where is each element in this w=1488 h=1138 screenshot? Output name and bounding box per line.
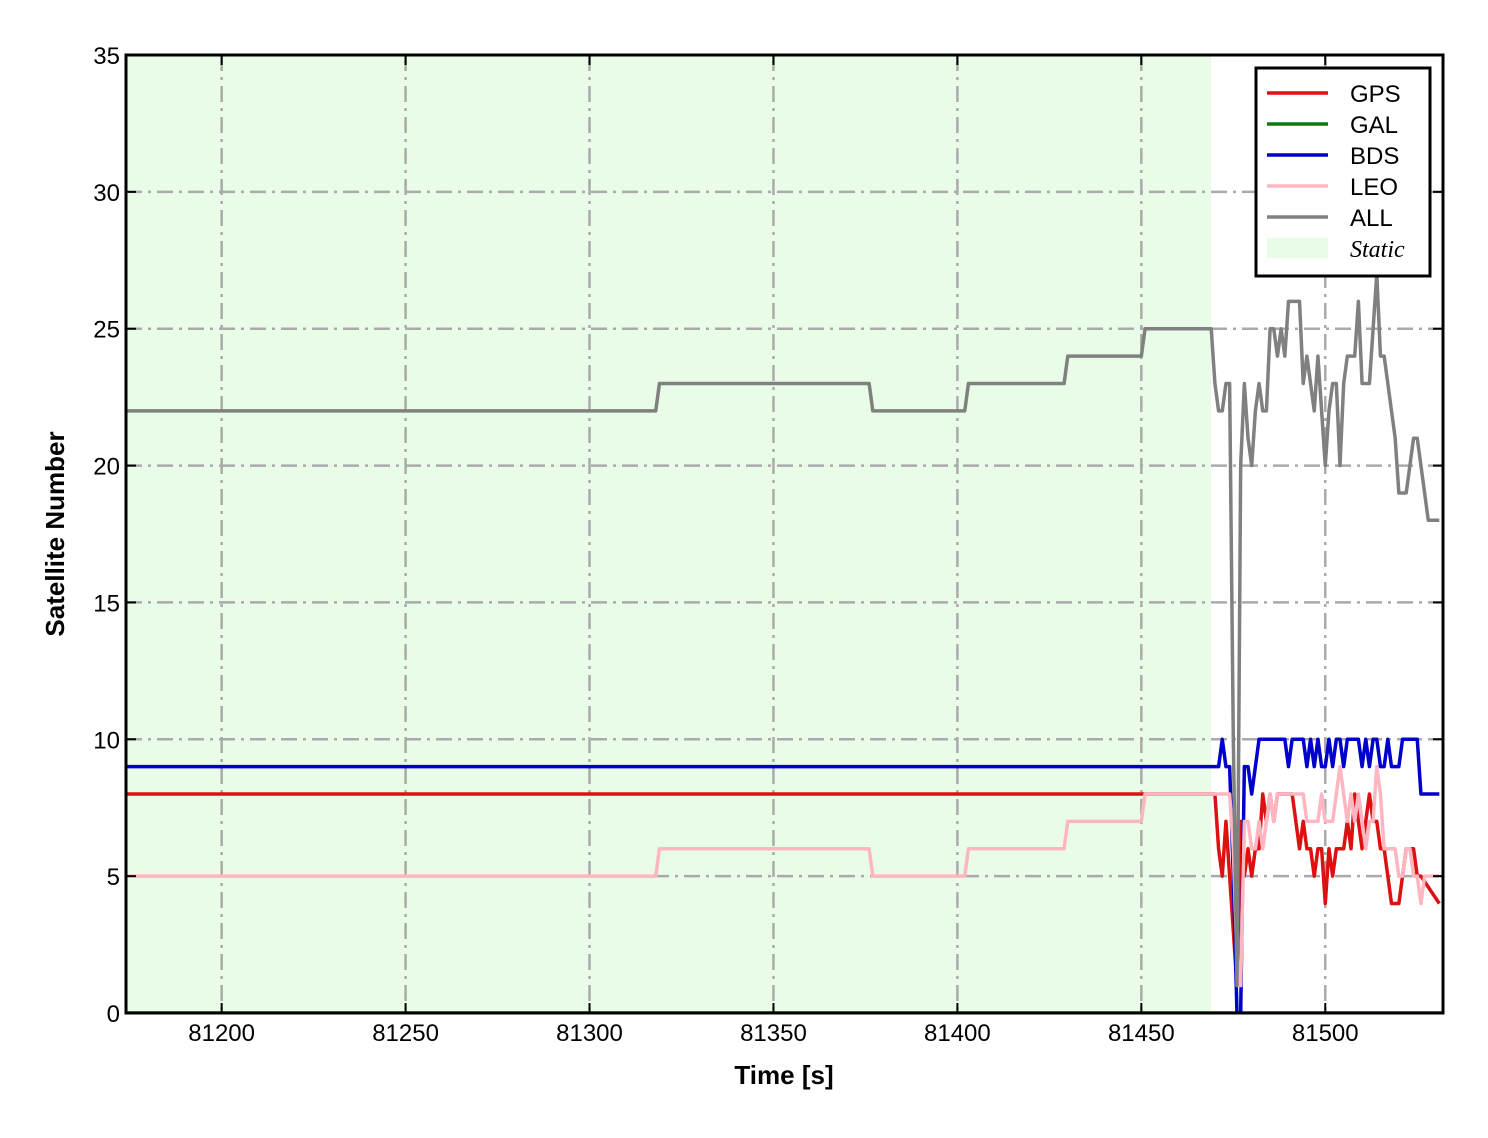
x-tick-label: 81200: [188, 1020, 255, 1047]
x-axis-label: Time [s]: [734, 1060, 833, 1090]
y-tick-label: 25: [93, 317, 120, 344]
y-axis-label: Satellite Number: [40, 431, 70, 636]
x-tick-label: 81350: [740, 1020, 807, 1047]
legend-label: GPS: [1350, 81, 1401, 108]
legend-label: LEO: [1350, 174, 1398, 201]
y-tick-label: 20: [93, 454, 120, 481]
legend-label: BDS: [1350, 143, 1399, 170]
legend-label: GAL: [1350, 112, 1398, 139]
x-tick-label: 81500: [1292, 1020, 1359, 1047]
x-tick-label: 81450: [1108, 1020, 1175, 1047]
legend-label: ALL: [1350, 205, 1393, 232]
y-tick-label: 15: [93, 590, 120, 617]
series-line: [126, 737, 1440, 1013]
y-tick-label: 5: [107, 864, 120, 891]
series-line: [126, 792, 1441, 988]
static-span: [126, 55, 1212, 1013]
span-layer: [126, 55, 1212, 1013]
grid-layer: [126, 53, 1443, 1015]
x-tick-label: 81250: [372, 1020, 439, 1047]
legend: GPS GAL BDS LEO ALL Static: [1254, 66, 1432, 278]
series-line: [126, 272, 1440, 988]
y-tick-label: 35: [93, 43, 120, 70]
tick-layer: 81200 81250 81300 81350 81400 81450 81500 0 5 10 1…: [93, 43, 1443, 1047]
y-tick-label: 30: [93, 180, 120, 207]
x-tick-label: 81300: [556, 1020, 623, 1047]
line-layer: [126, 272, 1443, 1013]
y-tick-label: 10: [93, 727, 120, 754]
legend-label: Static: [1350, 237, 1405, 263]
y-tick-label: 0: [107, 1001, 120, 1028]
plot-frame: [124, 53, 1445, 1015]
series-line: [126, 764, 1440, 988]
x-tick-label: 81400: [924, 1020, 991, 1047]
legend-swatch: [1267, 238, 1328, 258]
